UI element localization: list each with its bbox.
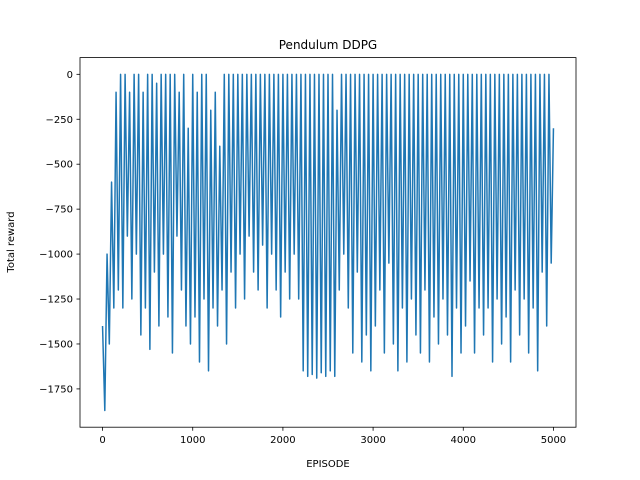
y-tick-label: −1000 (39, 250, 73, 261)
y-tick-label: 0 (67, 70, 73, 81)
x-tick-label: 3000 (360, 435, 385, 446)
x-axis-label: EPISODE (306, 459, 350, 470)
y-tick-label: −1250 (39, 295, 73, 306)
x-tick-label: 2000 (270, 435, 295, 446)
y-tick-label: −250 (46, 115, 73, 126)
x-tick-label: 4000 (451, 435, 476, 446)
chart-title: Pendulum DDPG (279, 38, 377, 52)
x-tick-label: 0 (99, 435, 105, 446)
y-axis-label: Total reward (6, 211, 17, 273)
y-tick-label: −1750 (39, 384, 73, 395)
x-tick-label: 5000 (541, 435, 566, 446)
y-tick-label: −1500 (39, 339, 73, 350)
x-tick-label: 1000 (180, 435, 205, 446)
series-line (101, 73, 555, 412)
y-tick-label: −750 (46, 205, 73, 216)
y-tick-label: −500 (46, 160, 73, 171)
plot-frame (79, 57, 577, 428)
